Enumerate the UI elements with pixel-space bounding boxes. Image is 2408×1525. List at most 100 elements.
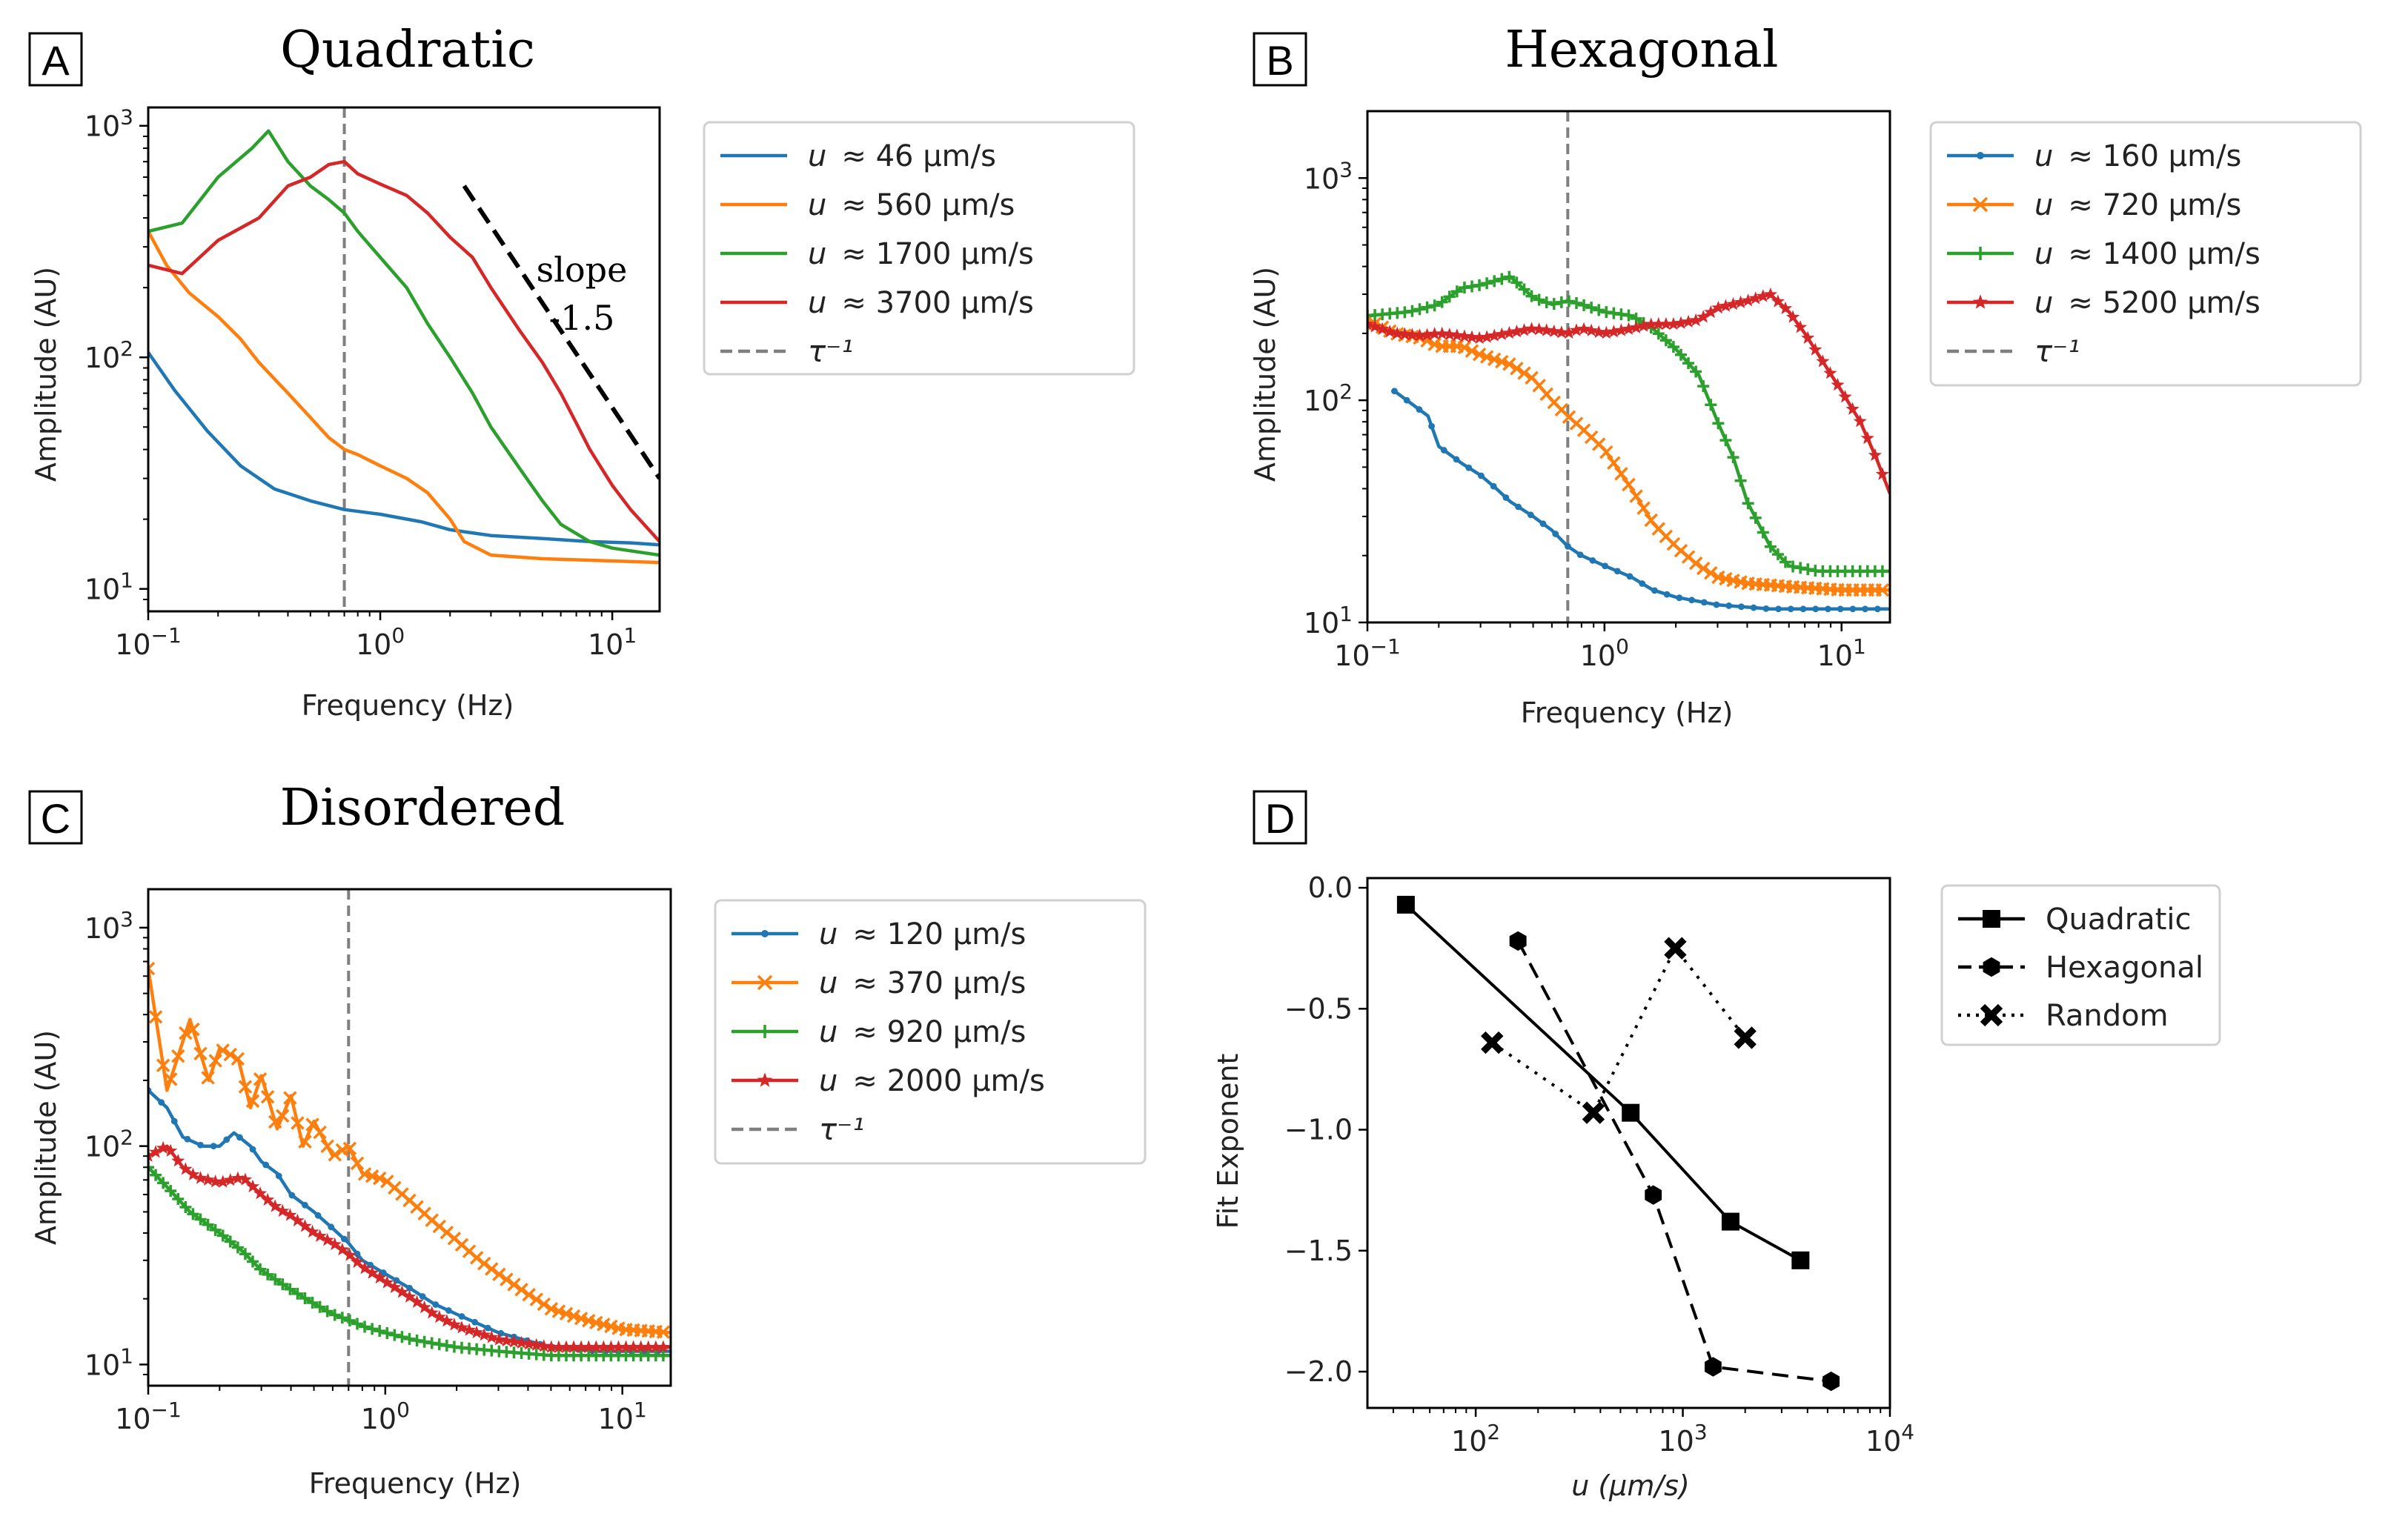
data-point [313, 1229, 327, 1242]
data-point [193, 1046, 208, 1060]
data-point [492, 1332, 506, 1346]
data-point [1659, 316, 1673, 330]
slope-label: slope [537, 250, 628, 290]
data-point [1569, 323, 1584, 336]
data-point [1674, 316, 1688, 329]
plot-area [1396, 895, 1840, 1392]
panel-label-box [28, 790, 83, 845]
data-point [1413, 303, 1426, 316]
series-line-3 [1491, 946, 1747, 1114]
data-point [343, 1314, 356, 1326]
data-point [604, 1340, 618, 1353]
y-axis-label: Amplitude (AU) [30, 267, 62, 482]
data-point [373, 1270, 387, 1284]
data-point [193, 1171, 208, 1184]
data-point [156, 1140, 170, 1154]
data-point [299, 1292, 311, 1304]
data-point [328, 1237, 342, 1251]
data-point [1868, 448, 1882, 462]
data-point [1398, 327, 1412, 340]
data-point [1659, 334, 1672, 347]
data-point [1547, 324, 1561, 338]
data-point [262, 1161, 270, 1169]
y-tick-label: 101 [1304, 602, 1353, 639]
x-tick-label: 103 [1658, 1420, 1707, 1458]
data-point [1682, 357, 1695, 370]
data-point [485, 1262, 499, 1276]
data-point [164, 1143, 178, 1157]
y-tick-label: 102 [1304, 379, 1353, 417]
data-point [1510, 362, 1524, 376]
data-point [1727, 451, 1739, 464]
data-point [276, 1278, 289, 1291]
data-point [1696, 310, 1711, 323]
data-point [1396, 895, 1415, 914]
data-point [1403, 396, 1410, 404]
data-point [261, 1192, 275, 1206]
data-point [1639, 580, 1646, 587]
data-point [1725, 602, 1733, 609]
data-point [171, 1154, 185, 1167]
data-point [216, 1043, 230, 1057]
panel-label: C [41, 795, 70, 842]
x-tick-label: 10−1 [1334, 634, 1401, 672]
series-line-1 [148, 351, 660, 547]
data-point [1622, 477, 1636, 492]
data-point [1664, 937, 1687, 960]
data-point [342, 1141, 357, 1156]
data-point [179, 1026, 193, 1040]
series-line-1 [148, 1089, 671, 1353]
data-point [484, 1324, 491, 1332]
data-point [1503, 270, 1516, 283]
data-point [291, 1287, 304, 1300]
legend-marker [757, 974, 773, 991]
legend: u ≈ 160 μm/s u ≈ 720 μm/s u ≈ 1400 μm/s u ≈ 520… [1929, 121, 2362, 387]
data-point [313, 1125, 327, 1140]
data-point [1416, 406, 1423, 413]
data-point [1652, 328, 1665, 340]
data-point [1443, 290, 1456, 303]
data-point [179, 1162, 193, 1175]
legend-marker [1983, 910, 2000, 928]
data-point [1734, 474, 1747, 487]
data-point [283, 1091, 297, 1105]
data-point [1509, 931, 1527, 951]
data-point [1428, 299, 1441, 312]
data-point [1645, 1185, 1662, 1205]
data-point [306, 1297, 319, 1309]
data-point [1562, 325, 1576, 339]
panel-label-box [28, 32, 83, 87]
series-line-2 [148, 968, 671, 1335]
data-point [1764, 540, 1777, 553]
data-point [559, 1340, 574, 1353]
data-point [507, 1335, 521, 1348]
data-point [1582, 1101, 1605, 1124]
data-point [249, 1146, 256, 1153]
data-point [1533, 293, 1545, 306]
data-point [500, 1333, 514, 1347]
data-point [354, 1250, 361, 1257]
legend-label: u ≈ 46 μm/s [808, 139, 996, 173]
data-point [1495, 327, 1509, 340]
data-point [1532, 322, 1546, 336]
data-point [275, 1172, 282, 1180]
data-point [656, 1325, 671, 1339]
y-tick-label: 102 [84, 336, 133, 374]
legend-label: u ≈ 2000 μm/s [819, 1064, 1045, 1098]
series-line-4 [148, 159, 660, 543]
legend-label: Hexagonal [2046, 951, 2203, 985]
data-point [1666, 316, 1681, 330]
data-point [1502, 357, 1516, 371]
legend-label-tau: τ⁻¹ [2034, 335, 2080, 369]
data-point [1593, 304, 1605, 316]
plot-frame [1366, 877, 1891, 1409]
data-point [1831, 377, 1845, 391]
data-point [1853, 414, 1867, 428]
x-axis-label: u (μm/s) [1571, 1469, 1690, 1502]
legend: u ≈ 46 μm/s u ≈ 560 μm/s u ≈ 1700 μm/s u ≈ 3700… [703, 121, 1135, 376]
data-point [458, 1313, 465, 1320]
data-point [1644, 317, 1658, 330]
x-tick-label: 101 [588, 623, 637, 661]
data-point [1785, 310, 1800, 323]
